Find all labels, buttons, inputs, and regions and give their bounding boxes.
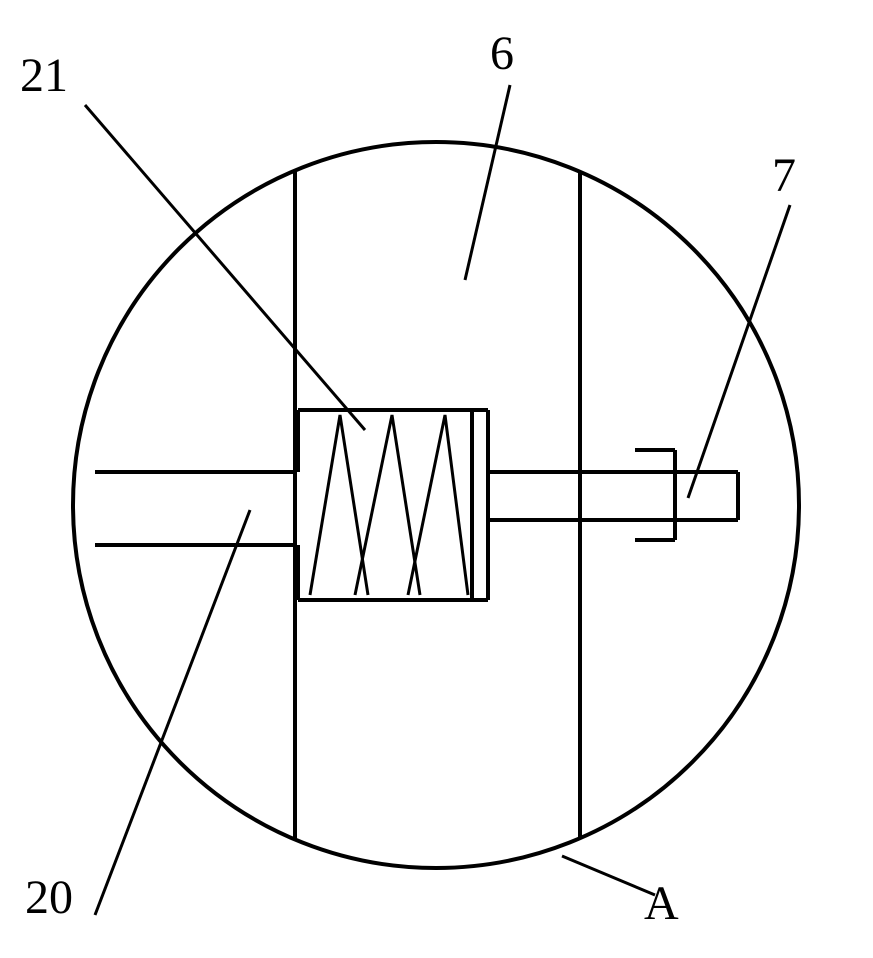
- label-21: 21: [20, 48, 68, 103]
- detail-circle: [73, 142, 799, 868]
- label-A: A: [644, 876, 679, 931]
- label-6: 6: [490, 26, 514, 81]
- leader-6: [465, 85, 510, 280]
- leader-A: [562, 856, 655, 895]
- label-20: 20: [25, 870, 73, 925]
- right-bracket: [635, 450, 675, 540]
- diagram-svg: [0, 0, 873, 958]
- leader-20: [95, 510, 250, 915]
- spring: [310, 415, 468, 595]
- leader-21: [85, 105, 365, 430]
- leader-7: [688, 205, 790, 498]
- label-7: 7: [772, 148, 796, 203]
- leaders: [85, 85, 790, 915]
